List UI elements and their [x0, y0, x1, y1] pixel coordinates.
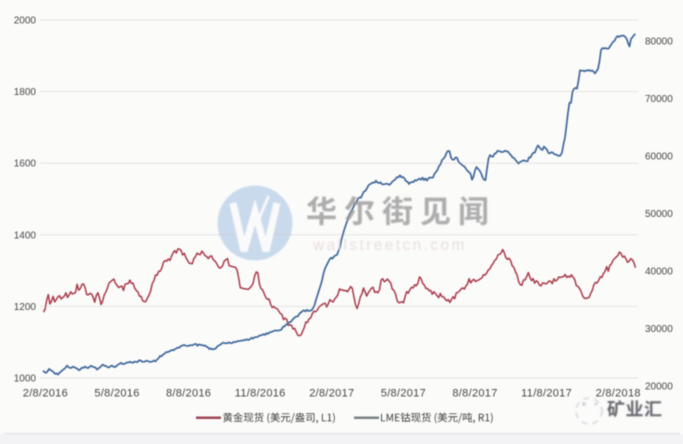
svg-text:70000: 70000 [645, 94, 673, 105]
svg-text:1400: 1400 [14, 230, 37, 241]
svg-text:11/8/2017: 11/8/2017 [521, 388, 572, 400]
svg-text:11/8/2016: 11/8/2016 [235, 388, 286, 400]
svg-text:60000: 60000 [645, 152, 673, 163]
svg-text:1200: 1200 [14, 302, 37, 313]
svg-text:2/8/2018: 2/8/2018 [596, 388, 641, 400]
svg-text:1800: 1800 [14, 87, 37, 98]
svg-text:1000: 1000 [14, 374, 37, 385]
svg-text:40000: 40000 [645, 267, 673, 278]
svg-text:80000: 80000 [645, 37, 673, 48]
svg-text:wallstreetcn.com: wallstreetcn.com [312, 237, 467, 254]
svg-text:2000: 2000 [14, 16, 37, 27]
svg-text:5/8/2017: 5/8/2017 [381, 388, 426, 400]
svg-text:20000: 20000 [645, 382, 673, 393]
svg-text:50000: 50000 [645, 209, 673, 220]
svg-text:1600: 1600 [14, 159, 37, 170]
svg-text:2/8/2016: 2/8/2016 [23, 388, 68, 400]
svg-text:2/8/2017: 2/8/2017 [309, 388, 354, 400]
svg-text:5/8/2016: 5/8/2016 [94, 388, 139, 400]
svg-text:30000: 30000 [645, 324, 673, 335]
svg-text:8/8/2017: 8/8/2017 [452, 388, 497, 400]
svg-text:8/8/2016: 8/8/2016 [166, 388, 211, 400]
